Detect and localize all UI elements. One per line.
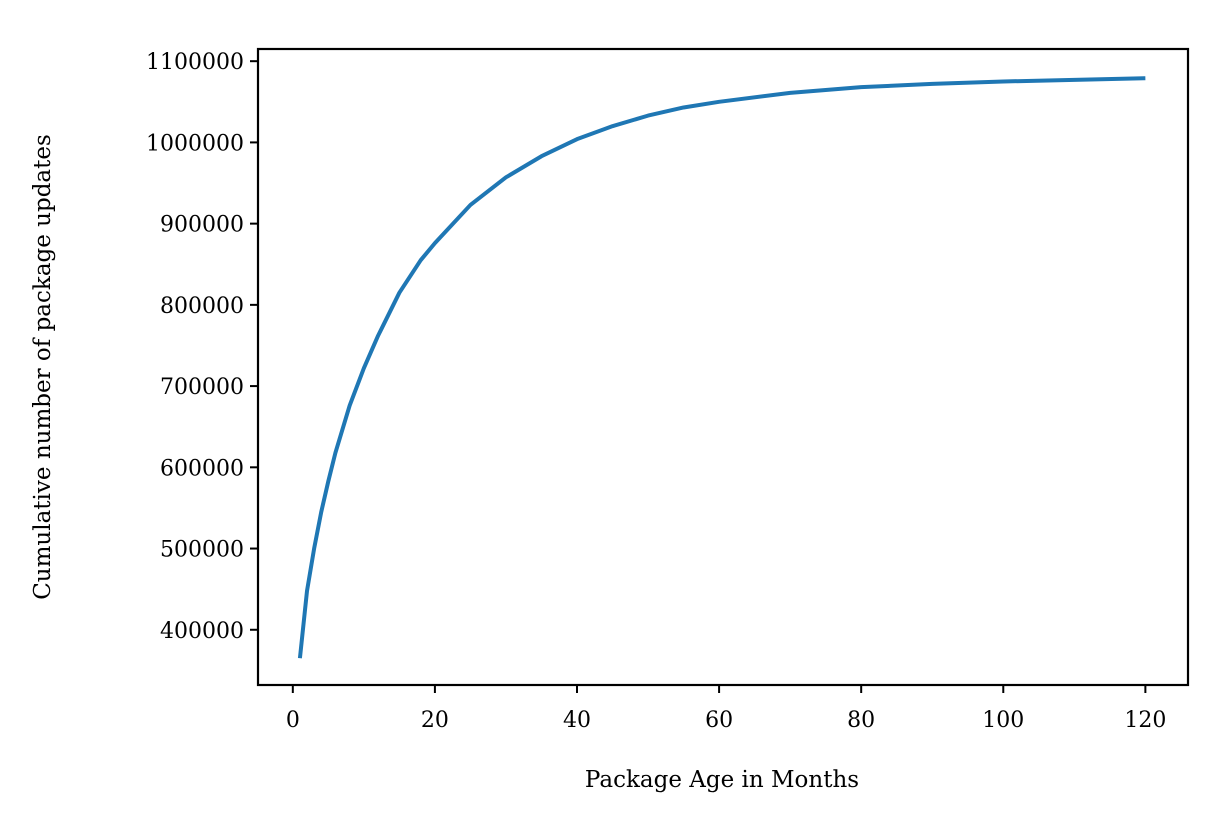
y-tick-label: 500000 — [160, 538, 244, 563]
x-tick-label: 40 — [563, 708, 591, 733]
y-tick-label: 1100000 — [146, 50, 244, 75]
plot-frame — [256, 47, 1190, 687]
plot-area — [256, 47, 1190, 687]
y-tick-label: 900000 — [160, 213, 244, 238]
x-tick-label: 20 — [421, 708, 449, 733]
x-tick-label: 0 — [286, 708, 300, 733]
y-tick-label: 400000 — [160, 619, 244, 644]
series-layer — [297, 76, 1146, 659]
x-axis: 0 20 40 60 80 100 120 — [286, 685, 1166, 733]
y-tick-label: 700000 — [160, 375, 244, 400]
x-tick-label: 60 — [705, 708, 733, 733]
y-axis-label: Cumulative number of package updates — [30, 134, 56, 600]
y-tick-label: 800000 — [160, 294, 244, 319]
x-axis-label: Package Age in Months — [585, 767, 859, 793]
x-tick-label: 100 — [982, 708, 1024, 733]
series-line — [297, 76, 1146, 659]
x-tick-label: 120 — [1124, 708, 1166, 733]
y-axis: 400000 500000 600000 700000 800000 900000 1000… — [146, 50, 258, 644]
y-tick-label: 600000 — [160, 456, 244, 481]
y-tick-label: 1000000 — [146, 131, 244, 156]
x-tick-label: 80 — [847, 708, 875, 733]
